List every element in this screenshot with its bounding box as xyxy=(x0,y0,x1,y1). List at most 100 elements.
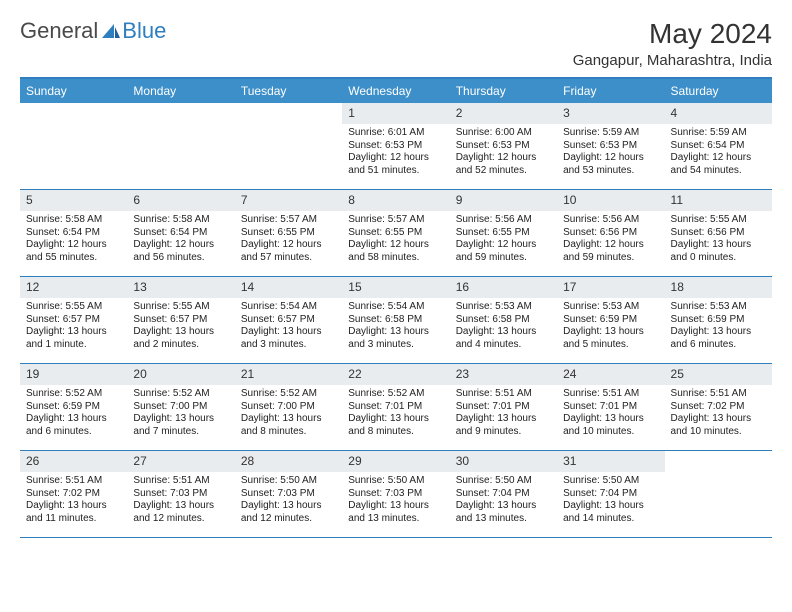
sunrise-text: Sunrise: 5:53 AM xyxy=(671,301,766,314)
day-number: 18 xyxy=(665,277,772,298)
week-row: 19 Sunrise: 5:52 AM Sunset: 6:59 PM Dayligh… xyxy=(20,364,772,451)
day-body: Sunrise: 5:57 AMSunset: 6:55 PMDaylight:… xyxy=(342,214,449,268)
daylight2-text: and 7 minutes. xyxy=(133,426,228,439)
day-cell: 15Sunrise: 5:54 AMSunset: 6:58 PMDayligh… xyxy=(342,277,449,363)
sunrise-text: Sunrise: 5:54 AM xyxy=(241,301,336,314)
sunrise-text: Sunrise: 5:50 AM xyxy=(456,475,551,488)
day-body: Sunrise: 5:57 AMSunset: 6:55 PMDaylight:… xyxy=(235,214,342,268)
daylight1-text: Daylight: 12 hours xyxy=(456,152,551,165)
day-body: Sunrise: 5:52 AMSunset: 7:00 PMDaylight:… xyxy=(127,388,234,442)
day-number: 28 xyxy=(235,451,342,472)
sunrise-text: Sunrise: 5:50 AM xyxy=(563,475,658,488)
weeks-container: ...1Sunrise: 6:01 AMSunset: 6:53 PMDayli… xyxy=(20,103,772,538)
daylight1-text: Daylight: 12 hours xyxy=(563,239,658,252)
title-block: May 2024 Gangapur, Maharashtra, India xyxy=(573,18,772,69)
daylight2-text: and 10 minutes. xyxy=(563,426,658,439)
day-number: 19 xyxy=(20,364,127,385)
day-cell: 7Sunrise: 5:57 AMSunset: 6:55 PMDaylight… xyxy=(235,190,342,276)
daylight1-text: Daylight: 13 hours xyxy=(563,413,658,426)
day-cell: 14Sunrise: 5:54 AMSunset: 6:57 PMDayligh… xyxy=(235,277,342,363)
day-body: Sunrise: 5:56 AMSunset: 6:55 PMDaylight:… xyxy=(450,214,557,268)
week-row: 5Sunrise: 5:58 AMSunset: 6:54 PMDaylight… xyxy=(20,190,772,277)
week-row: 26Sunrise: 5:51 AMSunset: 7:02 PMDayligh… xyxy=(20,451,772,538)
day-body: Sunrise: 5:53 AMSunset: 6:59 PMDaylight:… xyxy=(557,301,664,355)
day-cell: . xyxy=(127,103,234,189)
day-number: 1 xyxy=(342,103,449,124)
sunrise-text: Sunrise: 5:55 AM xyxy=(133,301,228,314)
day-number: 5 xyxy=(20,190,127,211)
daylight2-text: and 57 minutes. xyxy=(241,252,336,265)
day-number: 23 xyxy=(450,364,557,385)
daylight1-text: Daylight: 13 hours xyxy=(133,326,228,339)
day-number: 24 xyxy=(557,364,664,385)
day-cell: 25 Sunrise: 5:51 AMSunset: 7:02 PMDayligh… xyxy=(665,364,772,450)
sunrise-text: Sunrise: 5:55 AM xyxy=(26,301,121,314)
day-cell: 29Sunrise: 5:50 AMSunset: 7:03 PMDayligh… xyxy=(342,451,449,537)
daylight1-text: Daylight: 13 hours xyxy=(671,239,766,252)
sunrise-text: Sunrise: 5:51 AM xyxy=(133,475,228,488)
day-cell: 19Sunrise: 5:52 AMSunset: 6:59 PMDayligh… xyxy=(20,364,127,450)
sunset-text: Sunset: 6:57 PM xyxy=(133,314,228,327)
sunrise-text: Sunrise: 5:52 AM xyxy=(133,388,228,401)
sunset-text: Sunset: 6:58 PM xyxy=(456,314,551,327)
sunset-text: Sunset: 6:55 PM xyxy=(456,227,551,240)
sunrise-text: Sunrise: 5:51 AM xyxy=(26,475,121,488)
daylight2-text: and 6 minutes. xyxy=(671,339,766,352)
sunset-text: Sunset: 6:59 PM xyxy=(26,401,121,414)
dow-sunday: Sunday xyxy=(20,79,127,103)
daylight1-text: Daylight: 13 hours xyxy=(133,500,228,513)
daylight2-text: and 13 minutes. xyxy=(348,513,443,526)
sunrise-text: Sunrise: 5:59 AM xyxy=(563,127,658,140)
day-body: Sunrise: 5:58 AMSunset: 6:54 PMDaylight:… xyxy=(20,214,127,268)
dow-wednesday: Wednesday xyxy=(342,79,449,103)
sunrise-text: Sunrise: 5:52 AM xyxy=(348,388,443,401)
day-number: 25 xyxy=(665,364,772,385)
day-cell: 27Sunrise: 5:51 AMSunset: 7:03 PMDayligh… xyxy=(127,451,234,537)
day-cell: 26Sunrise: 5:51 AMSunset: 7:02 PMDayligh… xyxy=(20,451,127,537)
day-body: Sunrise: 5:59 AMSunset: 6:54 PMDaylight:… xyxy=(665,127,772,181)
day-cell: 8Sunrise: 5:57 AMSunset: 6:55 PMDaylight… xyxy=(342,190,449,276)
day-number: 14 xyxy=(235,277,342,298)
sunrise-text: Sunrise: 6:00 AM xyxy=(456,127,551,140)
day-body: Sunrise: 5:50 AMSunset: 7:03 PMDaylight:… xyxy=(342,475,449,529)
day-number: 17 xyxy=(557,277,664,298)
day-number: 15 xyxy=(342,277,449,298)
daylight1-text: Daylight: 13 hours xyxy=(456,500,551,513)
daylight1-text: Daylight: 12 hours xyxy=(671,152,766,165)
sunset-text: Sunset: 7:03 PM xyxy=(133,488,228,501)
daylight1-text: Daylight: 12 hours xyxy=(241,239,336,252)
sunset-text: Sunset: 7:00 PM xyxy=(133,401,228,414)
day-cell: 12Sunrise: 5:55 AMSunset: 6:57 PMDayligh… xyxy=(20,277,127,363)
day-body: Sunrise: 5:51 AMSunset: 7:02 PMDaylight:… xyxy=(665,388,772,442)
sunset-text: Sunset: 6:56 PM xyxy=(563,227,658,240)
brand-sail-icon xyxy=(102,24,120,38)
day-cell: . xyxy=(665,451,772,537)
dow-tuesday: Tuesday xyxy=(235,79,342,103)
day-cell: 13Sunrise: 5:55 AMSunset: 6:57 PMDayligh… xyxy=(127,277,234,363)
daylight1-text: Daylight: 13 hours xyxy=(348,500,443,513)
brand-logo: General Blue xyxy=(20,18,166,44)
week-row: 12Sunrise: 5:55 AMSunset: 6:57 PMDayligh… xyxy=(20,277,772,364)
daylight1-text: Daylight: 13 hours xyxy=(671,326,766,339)
sunset-text: Sunset: 6:54 PM xyxy=(133,227,228,240)
sunrise-text: Sunrise: 5:50 AM xyxy=(348,475,443,488)
sunrise-text: Sunrise: 5:57 AM xyxy=(241,214,336,227)
day-cell: 6Sunrise: 5:58 AMSunset: 6:54 PMDaylight… xyxy=(127,190,234,276)
daylight2-text: and 1 minute. xyxy=(26,339,121,352)
day-cell: 9Sunrise: 5:56 AMSunset: 6:55 PMDaylight… xyxy=(450,190,557,276)
daylight2-text: and 10 minutes. xyxy=(671,426,766,439)
sunset-text: Sunset: 7:04 PM xyxy=(456,488,551,501)
day-number: 22 xyxy=(342,364,449,385)
daylight2-text: and 4 minutes. xyxy=(456,339,551,352)
daylight1-text: Daylight: 13 hours xyxy=(671,413,766,426)
day-cell: 16Sunrise: 5:53 AMSunset: 6:58 PMDayligh… xyxy=(450,277,557,363)
daylight2-text: and 11 minutes. xyxy=(26,513,121,526)
day-number: 11 xyxy=(665,190,772,211)
day-cell: 17 Sunrise: 5:53 AMSunset: 6:59 PMDayligh… xyxy=(557,277,664,363)
sunset-text: Sunset: 6:53 PM xyxy=(563,140,658,153)
daylight2-text: and 6 minutes. xyxy=(26,426,121,439)
day-body: Sunrise: 5:58 AMSunset: 6:54 PMDaylight:… xyxy=(127,214,234,268)
day-cell: 10Sunrise: 5:56 AMSunset: 6:56 PMDayligh… xyxy=(557,190,664,276)
day-body: Sunrise: 5:52 AMSunset: 7:00 PMDaylight:… xyxy=(235,388,342,442)
sunrise-text: Sunrise: 5:58 AM xyxy=(26,214,121,227)
